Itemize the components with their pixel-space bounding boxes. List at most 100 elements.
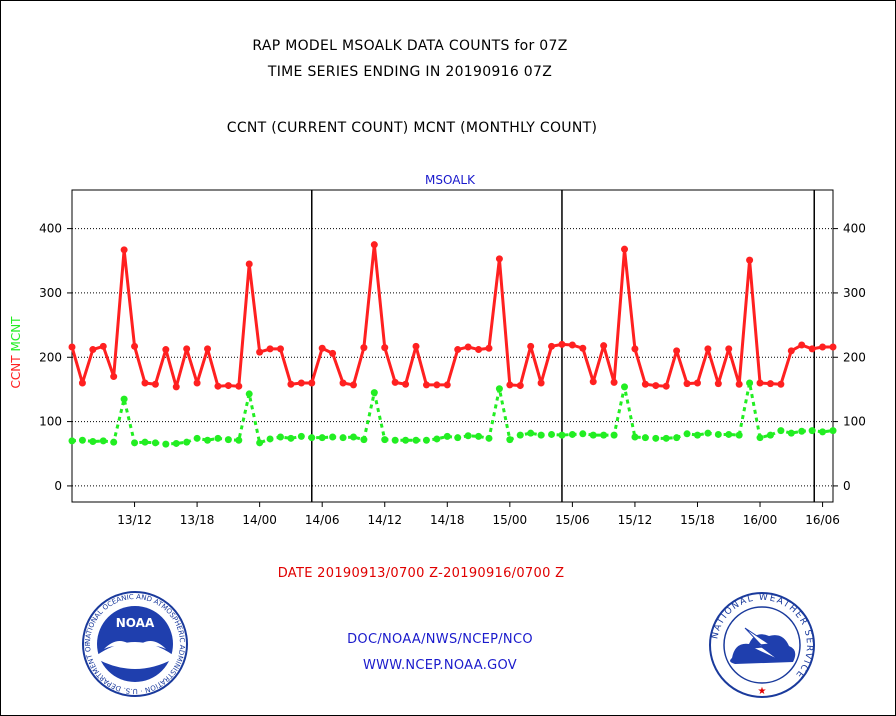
data-point-ccnt <box>621 245 629 253</box>
series-line-ccnt <box>70 243 833 389</box>
data-point-mcnt <box>537 431 545 439</box>
x-tick-label: 13/18 <box>180 513 215 527</box>
data-point-ccnt <box>579 344 587 352</box>
data-point-ccnt <box>725 345 733 353</box>
data-point-ccnt <box>89 346 97 354</box>
data-point-mcnt <box>673 434 681 442</box>
data-point-ccnt <box>808 345 816 353</box>
data-point-ccnt <box>516 382 524 390</box>
data-point-mcnt <box>402 436 410 444</box>
data-point-ccnt <box>391 378 399 386</box>
data-point-ccnt <box>475 346 483 354</box>
x-tick-label: 15/06 <box>555 513 590 527</box>
data-point-mcnt <box>193 434 201 442</box>
data-point-ccnt <box>798 341 806 349</box>
data-point-mcnt <box>558 431 566 439</box>
x-tick-label: 14/06 <box>305 513 340 527</box>
data-point-mcnt <box>443 432 451 440</box>
data-point-ccnt <box>422 381 430 389</box>
data-point-ccnt <box>68 343 76 351</box>
data-point-mcnt <box>151 439 159 447</box>
plot-title: MSOALK <box>425 173 476 187</box>
data-point-mcnt <box>297 432 305 440</box>
y-tick-label-left: 300 <box>39 286 62 300</box>
data-point-mcnt <box>475 432 483 440</box>
data-point-mcnt <box>693 431 701 439</box>
data-point-mcnt <box>756 434 764 442</box>
data-point-ccnt <box>506 381 514 389</box>
data-point-mcnt <box>641 434 649 442</box>
org-line[interactable]: DOC/NOAA/NWS/NCEP/NCO <box>347 632 533 647</box>
data-point-ccnt <box>235 382 243 390</box>
star-icon: ★ <box>758 686 767 697</box>
data-point-ccnt <box>329 349 337 357</box>
data-point-ccnt <box>193 379 201 387</box>
data-point-mcnt <box>485 434 493 442</box>
data-point-mcnt <box>214 434 222 442</box>
data-point-ccnt <box>568 341 576 349</box>
data-point-mcnt <box>506 436 514 444</box>
data-point-mcnt <box>621 383 629 391</box>
data-point-mcnt <box>704 429 712 437</box>
y-tick-label-right: 0 <box>843 479 851 493</box>
data-point-ccnt <box>339 379 347 387</box>
x-tick-label: 15/18 <box>680 513 715 527</box>
x-tick-label: 15/12 <box>618 513 653 527</box>
chart-subtitle: CCNT (CURRENT COUNT) MCNT (MONTHLY COUNT… <box>226 120 598 136</box>
y-axis-label-ccnt: CCNT <box>9 355 23 389</box>
data-point-ccnt <box>99 342 107 350</box>
data-point-ccnt <box>600 342 608 350</box>
data-point-mcnt <box>183 438 191 446</box>
y-axis-label-mcnt: MCNT <box>9 316 23 352</box>
data-point-mcnt <box>287 434 295 442</box>
data-point-ccnt <box>433 381 441 389</box>
y-tick-label-right: 200 <box>843 350 866 364</box>
date-range-label: DATE 20190913/0700 Z-20190916/0700 Z <box>277 566 565 581</box>
data-point-mcnt <box>464 432 472 440</box>
data-point-ccnt <box>151 380 159 388</box>
x-tick-label: 14/18 <box>430 513 465 527</box>
data-point-ccnt <box>360 344 368 352</box>
data-point-ccnt <box>756 379 764 387</box>
x-tick-label: 16/06 <box>805 513 840 527</box>
data-point-mcnt <box>495 385 503 393</box>
data-point-ccnt <box>641 380 649 388</box>
data-point-ccnt <box>308 379 316 387</box>
data-point-mcnt <box>235 436 243 444</box>
data-point-mcnt <box>339 434 347 442</box>
data-point-ccnt <box>777 380 785 388</box>
data-point-ccnt <box>746 256 754 264</box>
data-point-ccnt <box>558 340 566 348</box>
data-point-ccnt <box>297 379 305 387</box>
data-point-ccnt <box>495 255 503 263</box>
data-point-mcnt <box>318 434 326 442</box>
data-point-ccnt <box>766 380 774 388</box>
data-point-ccnt <box>527 342 535 350</box>
data-point-ccnt <box>266 345 274 353</box>
data-point-ccnt <box>141 379 149 387</box>
data-point-ccnt <box>610 378 618 386</box>
data-point-mcnt <box>829 427 837 435</box>
data-point-ccnt <box>162 346 170 354</box>
data-point-ccnt <box>714 380 722 388</box>
data-point-ccnt <box>381 344 389 352</box>
data-point-ccnt <box>110 373 118 381</box>
data-point-ccnt <box>693 379 701 387</box>
data-point-ccnt <box>402 380 410 388</box>
noaa-logo-text: NOAA <box>116 616 155 630</box>
x-tick-label: 15/00 <box>493 513 528 527</box>
data-point-mcnt <box>735 431 743 439</box>
data-point-ccnt <box>454 346 462 354</box>
data-point-ccnt <box>662 382 670 390</box>
data-point-mcnt <box>308 434 316 442</box>
data-point-mcnt <box>516 431 524 439</box>
data-point-mcnt <box>266 435 274 443</box>
data-point-mcnt <box>746 379 754 387</box>
data-point-mcnt <box>766 431 774 439</box>
x-tick-label: 13/12 <box>117 513 152 527</box>
x-tick-label: 14/12 <box>367 513 402 527</box>
data-point-ccnt <box>464 343 472 351</box>
data-point-mcnt <box>256 439 264 447</box>
data-point-mcnt <box>652 434 660 442</box>
website-link[interactable]: WWW.NCEP.NOAA.GOV <box>362 658 518 673</box>
